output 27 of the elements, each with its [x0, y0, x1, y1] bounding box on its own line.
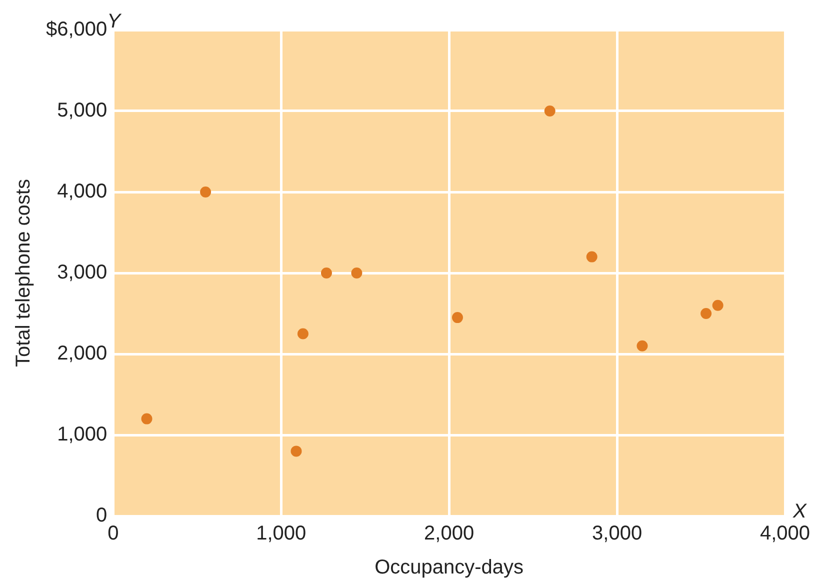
point	[544, 106, 556, 116]
point	[700, 308, 712, 319]
point	[141, 413, 152, 424]
x-tick-label: 1,000	[256, 522, 306, 545]
point	[712, 300, 724, 311]
y-tick-label: 2,000	[57, 342, 108, 365]
annotation: Y	[107, 10, 122, 33]
point	[636, 340, 648, 352]
y-tick-label: 1,000	[57, 424, 108, 446]
point	[351, 268, 362, 278]
y-tick-label: 4,000	[57, 180, 108, 203]
point	[320, 268, 332, 278]
y-tick-label: $6,000	[46, 18, 108, 41]
x-axis-title: Occupancy-days	[374, 556, 524, 579]
y-tick-label: 0	[96, 504, 108, 527]
y-axis-title: Total telephone costs	[12, 179, 35, 367]
text: X	[792, 500, 807, 523]
point	[290, 446, 302, 457]
point	[586, 251, 598, 262]
x-tick-label: 4,000	[760, 522, 810, 545]
point	[452, 312, 463, 324]
x-tick-label: 2,000	[424, 522, 474, 545]
x-tick-label: 3,000	[592, 522, 642, 545]
y-tick-label: 3,000	[57, 262, 108, 284]
point	[200, 186, 212, 198]
y-tick-label: 5,000	[57, 100, 108, 122]
point	[297, 328, 308, 340]
